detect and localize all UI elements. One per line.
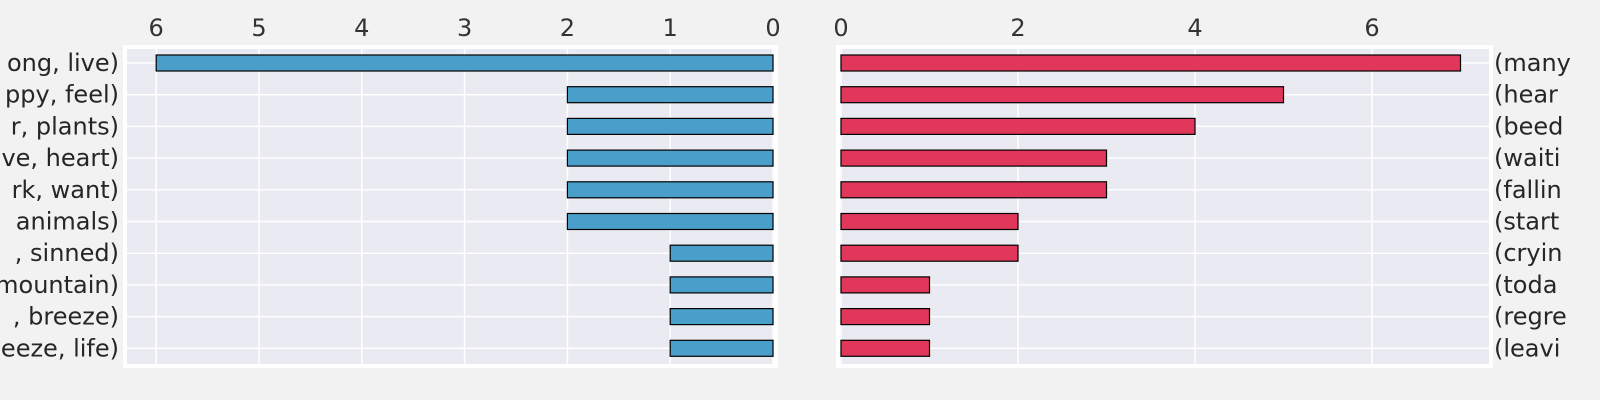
bar xyxy=(840,149,1108,167)
category-label: ve, heart) xyxy=(1,144,119,172)
x-tick-label: 1 xyxy=(663,14,678,42)
category-label: (beed xyxy=(1494,112,1563,140)
category-label: (hear xyxy=(1494,81,1558,109)
right-x-tick-labels: 0 2 4 6 xyxy=(833,14,1379,42)
bar xyxy=(840,339,931,357)
category-label: ong, live) xyxy=(7,49,119,77)
x-tick-label: 5 xyxy=(251,14,266,42)
bar xyxy=(840,181,1108,199)
category-label: rk, want) xyxy=(12,176,119,204)
category-label: (leavi xyxy=(1494,334,1560,362)
category-label: (waiti xyxy=(1494,144,1560,172)
bar xyxy=(669,244,774,262)
bar xyxy=(840,212,1019,231)
bar xyxy=(840,86,1285,104)
category-label: (many xyxy=(1494,49,1571,77)
category-label: ppy, feel) xyxy=(5,81,119,109)
x-tick-label: 6 xyxy=(149,14,164,42)
left-bars xyxy=(155,54,774,357)
x-tick-label: 6 xyxy=(1364,14,1379,42)
bar xyxy=(669,308,774,326)
bar xyxy=(669,276,774,294)
category-label: (toda xyxy=(1494,271,1557,299)
bar xyxy=(840,308,931,326)
bar xyxy=(566,181,774,199)
category-label: (regre xyxy=(1494,303,1567,331)
category-label: (start xyxy=(1494,208,1559,236)
category-label: , breeze) xyxy=(13,303,119,331)
bar xyxy=(566,149,774,167)
x-tick-label: 2 xyxy=(1010,14,1025,42)
category-label: eeze, life) xyxy=(1,334,119,362)
category-label: , sinned) xyxy=(15,239,119,267)
x-tick-label: 4 xyxy=(354,14,369,42)
x-tick-label: 4 xyxy=(1187,14,1202,42)
bar xyxy=(840,244,1019,262)
bar xyxy=(840,276,931,294)
bar xyxy=(669,339,774,357)
category-label: r, plants) xyxy=(11,112,119,140)
bar xyxy=(566,212,774,231)
x-tick-label: 0 xyxy=(833,14,848,42)
bar xyxy=(840,117,1196,136)
left-x-tick-labels: 6 5 4 3 2 1 0 xyxy=(149,14,781,42)
right-category-labels: (many (hear (beed (waiti (fallin (start (cryin… xyxy=(1494,49,1571,362)
bar xyxy=(566,117,774,136)
category-label: (fallin xyxy=(1494,176,1562,204)
x-tick-label: 2 xyxy=(560,14,575,42)
x-tick-label: 0 xyxy=(765,14,780,42)
x-tick-label: 3 xyxy=(457,14,472,42)
category-label: animals) xyxy=(16,208,119,236)
bar xyxy=(566,86,774,104)
right-bars xyxy=(840,54,1462,357)
category-label: (cryin xyxy=(1494,239,1563,267)
bar xyxy=(840,54,1462,72)
bar xyxy=(155,54,774,72)
left-category-labels: ong, live) ppy, feel) r, plants) ve, heart)… xyxy=(0,49,119,362)
category-label: mountain) xyxy=(0,271,119,299)
